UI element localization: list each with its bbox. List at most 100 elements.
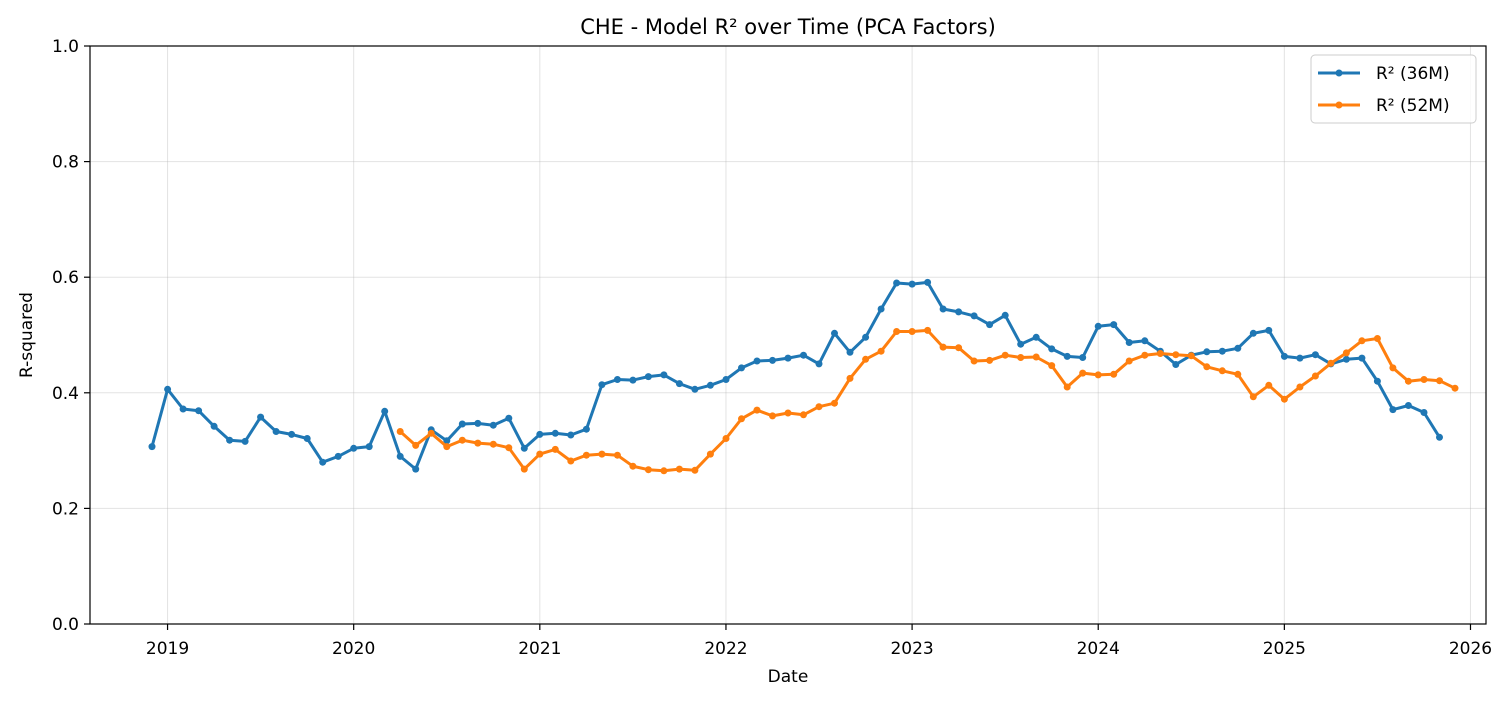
data-point: [986, 356, 994, 364]
data-point: [1079, 369, 1087, 377]
data-point: [195, 407, 203, 415]
data-point: [1048, 362, 1056, 370]
data-point: [800, 411, 807, 419]
data-point: [1265, 326, 1273, 334]
data-point: [986, 321, 994, 329]
grid: [90, 45, 1486, 625]
data-point: [939, 305, 947, 313]
data-point: [753, 357, 761, 365]
data-point: [164, 385, 172, 393]
data-point: [644, 373, 652, 381]
data-point: [1389, 364, 1397, 372]
data-point: [1094, 322, 1102, 330]
data-point: [1436, 377, 1443, 385]
data-point: [706, 450, 714, 458]
data-point: [1342, 349, 1350, 357]
data-point: [924, 278, 932, 286]
data-point: [722, 376, 730, 383]
data-point: [877, 305, 885, 313]
data-point: [474, 419, 482, 427]
data-point: [1342, 355, 1350, 363]
data-point: [1172, 351, 1180, 359]
data-point: [1249, 329, 1257, 337]
data-point: [536, 430, 544, 438]
data-point: [675, 465, 683, 473]
data-point: [1110, 321, 1118, 329]
legend-label-r2-52m: R² (52M): [1376, 96, 1450, 116]
x-tick-label: 2025: [1263, 639, 1306, 659]
data-point: [1094, 371, 1102, 379]
data-point: [893, 279, 901, 287]
data-point: [1203, 363, 1211, 371]
data-point: [738, 415, 745, 423]
data-point: [1265, 381, 1273, 389]
data-point: [862, 355, 870, 363]
data-point: [1280, 395, 1288, 403]
y-tick-label: 0.4: [52, 384, 79, 404]
data-point: [660, 371, 668, 379]
data-point: [443, 437, 451, 445]
data-point: [551, 429, 559, 437]
data-point: [784, 409, 792, 417]
data-point: [1032, 353, 1040, 361]
data-point: [1420, 376, 1428, 383]
data-point: [691, 385, 699, 393]
data-point: [908, 328, 916, 335]
data-point: [706, 381, 714, 389]
data-point: [396, 452, 404, 460]
data-point: [1218, 347, 1226, 355]
data-point: [1187, 352, 1195, 360]
x-tick-label: 2026: [1449, 639, 1492, 659]
data-point: [1358, 337, 1366, 345]
data-point: [598, 450, 606, 458]
series-r-36m: [148, 278, 1443, 473]
data-point: [738, 364, 745, 372]
data-point: [955, 308, 963, 316]
legend-marker-r2-36m: [1335, 69, 1343, 77]
data-point: [334, 452, 342, 460]
data-point: [784, 354, 792, 362]
legend: R² (36M) R² (52M): [1310, 54, 1477, 124]
x-tick-label: 2021: [518, 639, 561, 659]
data-point: [458, 436, 466, 444]
data-point: [505, 444, 513, 452]
plot-frame: [89, 45, 1487, 625]
legend-marker-r2-52m: [1335, 101, 1343, 109]
data-point: [1017, 340, 1025, 348]
data-point: [613, 376, 621, 383]
y-tick-label: 0.0: [52, 615, 79, 635]
y-tick-label: 0.6: [52, 268, 79, 288]
data-point: [722, 435, 730, 442]
data-point: [660, 467, 668, 475]
data-point: [1234, 344, 1242, 352]
data-point: [831, 329, 838, 337]
data-point: [1404, 377, 1412, 385]
data-point: [862, 333, 870, 341]
data-point: [226, 436, 234, 444]
data-point: [877, 347, 885, 355]
data-point: [148, 443, 156, 451]
data-point: [396, 428, 404, 435]
data-point: [970, 357, 978, 365]
data-point: [241, 437, 249, 445]
y-tick-label: 0.2: [52, 499, 79, 519]
data-point: [769, 356, 776, 364]
data-point: [1203, 348, 1211, 356]
data-point: [505, 414, 513, 422]
data-point: [1048, 345, 1056, 353]
data-point: [272, 428, 280, 435]
data-point: [815, 360, 823, 368]
data-point: [489, 440, 497, 448]
series-layer: [148, 278, 1459, 475]
data-point: [1032, 333, 1040, 341]
data-point: [1311, 351, 1319, 359]
data-point: [1249, 393, 1257, 401]
data-point: [924, 326, 932, 334]
data-point: [1172, 361, 1180, 368]
x-tick-label: 2020: [332, 639, 375, 659]
data-point: [520, 444, 528, 452]
data-point: [1373, 335, 1381, 342]
data-point: [1420, 409, 1428, 416]
data-point: [1001, 311, 1009, 319]
